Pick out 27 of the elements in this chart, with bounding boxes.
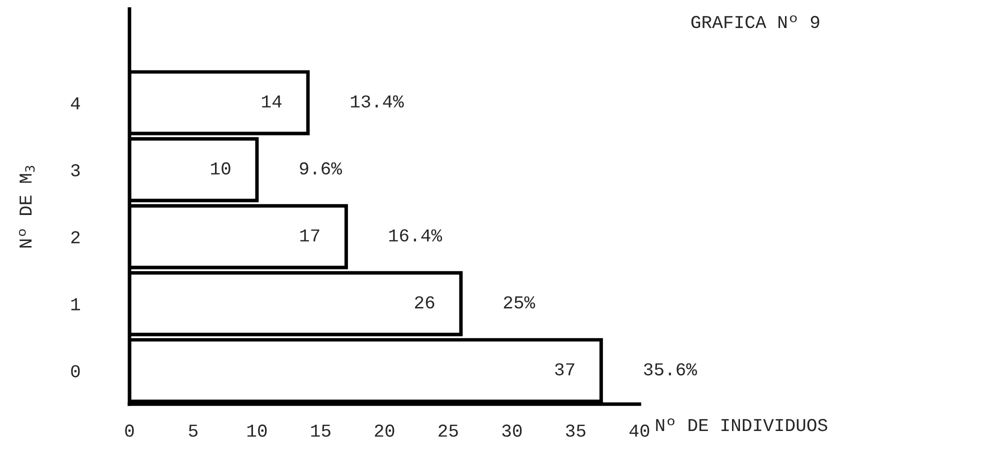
data-label: 17 (300, 229, 320, 242)
annotation: 25% (504, 296, 536, 308)
y-axis-title: Nº DE M$_{3}$ (18, 166, 35, 248)
x-tick-label: 40 (630, 424, 650, 437)
x-tick-label: 20 (374, 424, 394, 437)
x-tick-label: 0 (125, 424, 134, 437)
data-label: 10 (211, 162, 230, 175)
x-axis-title: Nº DE INDIVIDUOS (656, 418, 828, 432)
text: GRAFICA Nº 9 (691, 15, 820, 28)
annotation: 35.6% (644, 363, 698, 376)
x-tick-label: 15 (311, 424, 330, 437)
data-label: 14 (262, 96, 282, 108)
data-label: 26 (414, 296, 434, 308)
data-label: 37 (555, 363, 574, 376)
x-tick-label: 35 (566, 424, 586, 437)
y-tick-label: 2 (71, 231, 80, 244)
x-tick-label: 25 (438, 424, 458, 437)
x-tick-label: 30 (502, 424, 522, 437)
x-tick-label: 10 (247, 424, 267, 437)
y-tick-label: 4 (70, 97, 80, 110)
annotation: 16.4% (389, 229, 442, 242)
y-tick-label: 0 (71, 365, 80, 378)
annotation: 9.6% (300, 162, 342, 175)
annotation: 13.4% (350, 95, 404, 108)
y-tick-label: 3 (71, 164, 80, 176)
y-tick-label: 1 (71, 298, 80, 310)
x-tick-label: 5 (188, 424, 198, 437)
